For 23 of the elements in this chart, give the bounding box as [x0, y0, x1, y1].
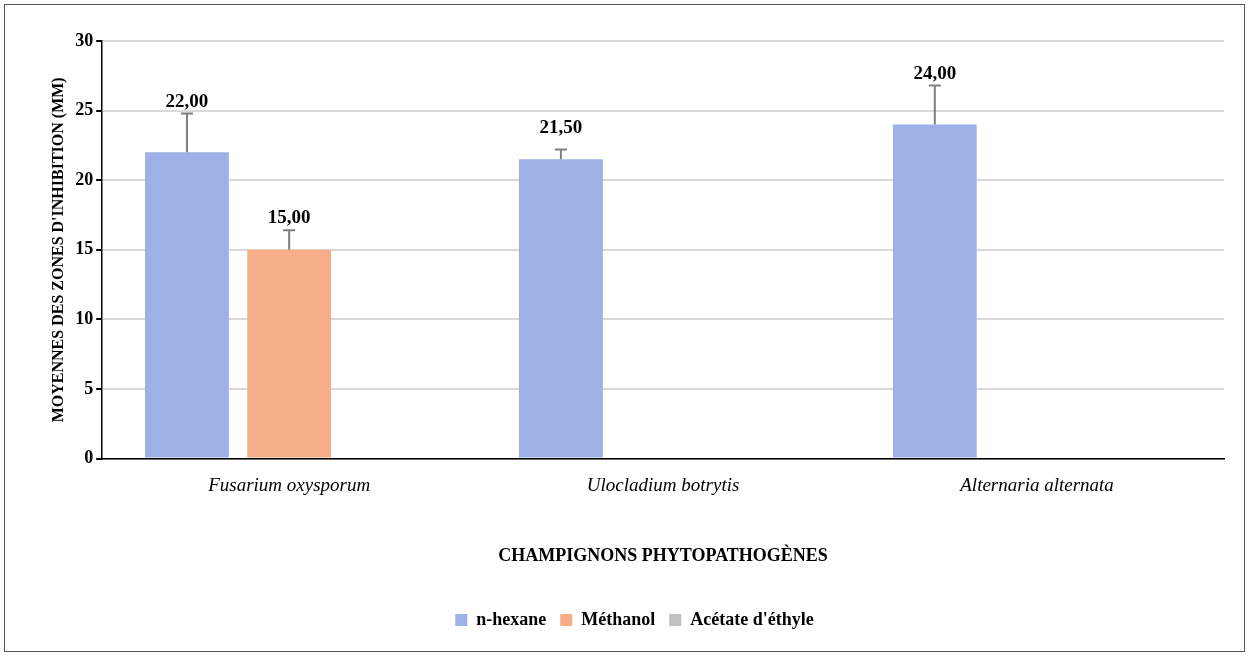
y-tick-label: 20: [75, 168, 94, 189]
bar: [892, 124, 977, 458]
y-axis-title: MOYENNES DES ZONES D'INHIBITION (MM): [48, 77, 67, 423]
x-tick-label: Alternaria alternata: [958, 474, 1114, 495]
x-tick-label: Ulocladium botrytis: [586, 474, 740, 495]
bar: [247, 249, 332, 458]
legend-label: Méthanol: [581, 608, 656, 629]
data-label: 21,50: [539, 115, 583, 137]
bar: [145, 152, 229, 458]
y-tick-label: 0: [84, 447, 94, 468]
legend-label: n-hexane: [476, 608, 547, 629]
y-tick-label: 5: [84, 377, 94, 398]
bar: [518, 159, 603, 458]
data-label: 15,00: [267, 206, 311, 228]
y-tick-label: 15: [75, 238, 94, 259]
x-axis-title: CHAMPIGNONS PHYTOPATHOGÈNES: [498, 543, 828, 565]
legend-label: Acétate d'éthyle: [690, 608, 814, 629]
data-label: 24,00: [913, 61, 957, 83]
y-tick-label: 10: [75, 308, 94, 329]
x-tick-label: Fusarium oxysporum: [207, 474, 371, 495]
data-label: 22,00: [165, 89, 209, 111]
y-tick-label: 30: [75, 29, 94, 50]
y-tick-label: 25: [75, 99, 94, 120]
